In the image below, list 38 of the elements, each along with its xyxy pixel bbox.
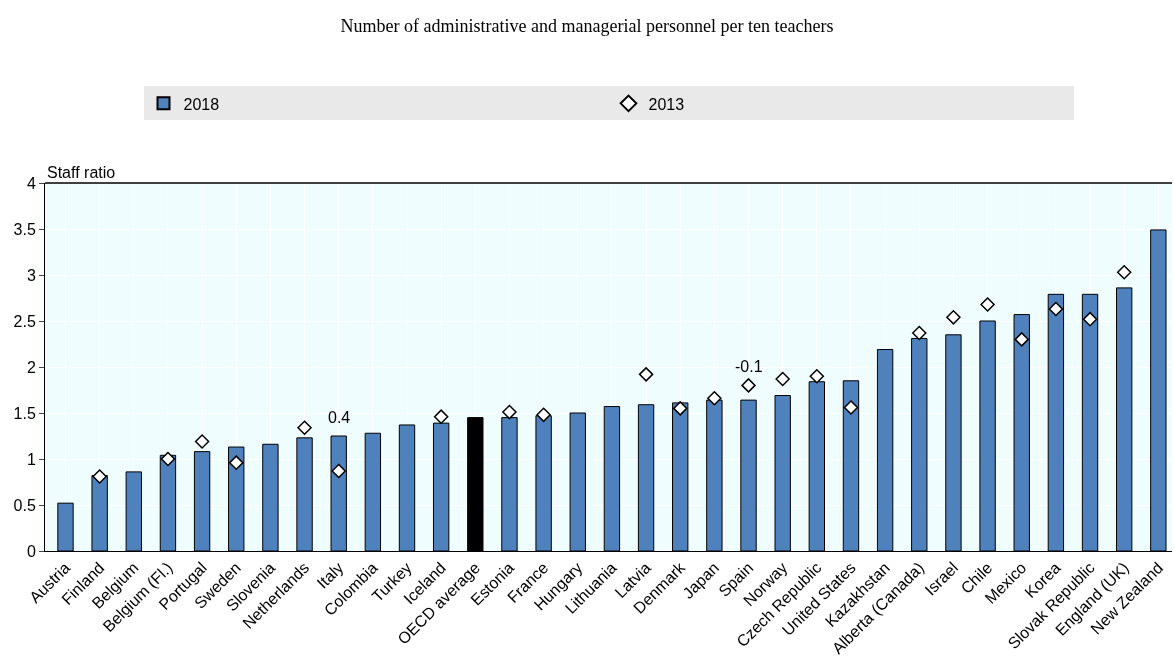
y-tick-label: 2.5 — [13, 312, 36, 330]
annotation: 0.4 — [328, 409, 351, 426]
point — [297, 420, 312, 435]
point — [229, 455, 244, 470]
point — [536, 407, 551, 423]
point — [775, 371, 790, 387]
y-tick-label: 2 — [26, 358, 36, 376]
point — [912, 325, 927, 341]
y-tick-label: 3.5 — [13, 220, 36, 238]
point — [638, 367, 654, 382]
point — [160, 451, 176, 467]
point — [92, 469, 107, 484]
y-tick-label: 4 — [26, 174, 36, 192]
y-axis-title: Staff ratio — [47, 164, 116, 181]
point — [433, 409, 449, 424]
y-tick-label: 3 — [26, 266, 36, 284]
y-tick-label: 1 — [26, 450, 36, 468]
point — [980, 297, 995, 312]
chart-title: Number of administrative and managerial personnel per ten teachers — [340, 16, 834, 37]
y-tick-label: 1.5 — [13, 404, 36, 422]
y-tick-label: 0.5 — [13, 496, 36, 514]
annotation: -0.1 — [735, 358, 763, 375]
point — [1014, 332, 1029, 347]
point — [1048, 301, 1064, 317]
legend-label: 2018 — [183, 95, 220, 113]
point — [843, 400, 859, 415]
point — [672, 401, 688, 416]
y-tick-label: 0 — [26, 542, 36, 560]
point — [707, 391, 722, 406]
point — [194, 434, 210, 449]
point — [502, 404, 517, 420]
point — [1116, 264, 1132, 280]
point — [741, 378, 756, 393]
point — [809, 368, 825, 384]
point — [946, 310, 961, 325]
legend-label: 2013 — [648, 95, 685, 113]
point — [1082, 311, 1098, 327]
point — [331, 463, 346, 479]
